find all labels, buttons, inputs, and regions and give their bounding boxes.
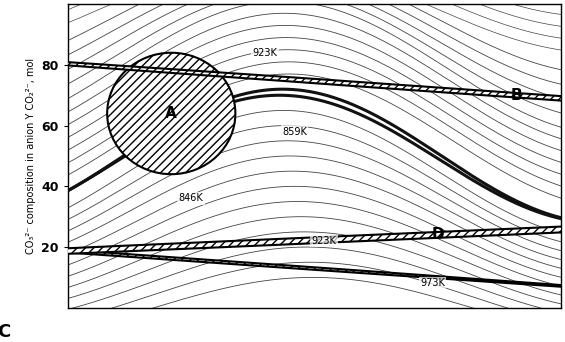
Text: C: C xyxy=(0,323,10,341)
Ellipse shape xyxy=(0,211,565,295)
Text: 859K: 859K xyxy=(282,127,307,137)
Ellipse shape xyxy=(107,53,236,174)
Text: A: A xyxy=(166,106,177,121)
Ellipse shape xyxy=(0,50,565,141)
Ellipse shape xyxy=(0,181,565,289)
Text: D: D xyxy=(431,227,444,242)
Text: 846K: 846K xyxy=(179,194,203,203)
Text: 973K: 973K xyxy=(420,278,445,289)
Text: B: B xyxy=(511,88,522,103)
Y-axis label: CO₃²⁻ composition in anion Y CO₂²⁻, mol: CO₃²⁻ composition in anion Y CO₂²⁻, mol xyxy=(25,58,36,254)
Text: 923K: 923K xyxy=(253,48,277,58)
Text: 923K: 923K xyxy=(312,236,337,246)
